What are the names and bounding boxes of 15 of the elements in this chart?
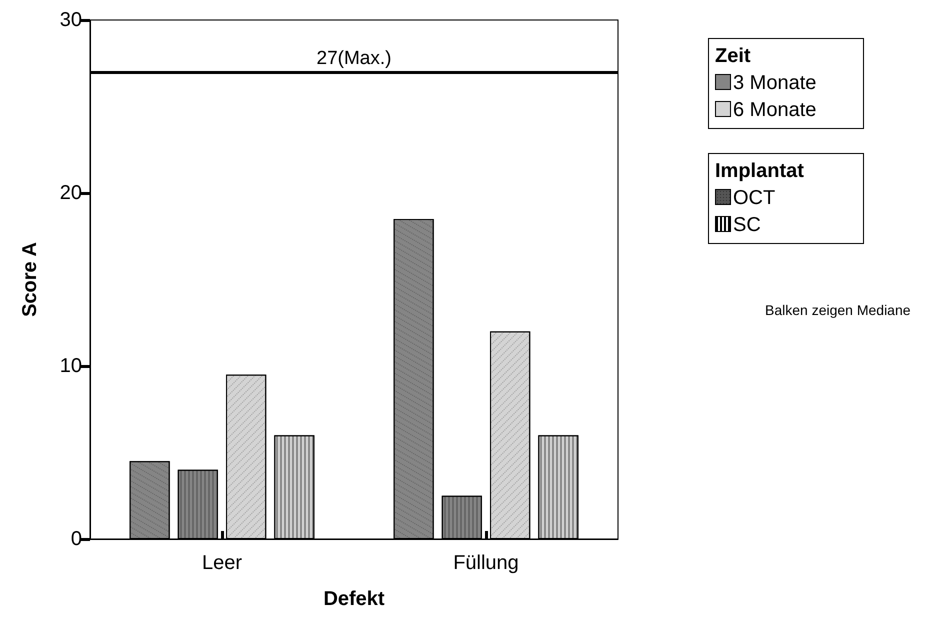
text: 3 Monate [732,71,818,96]
text: Zeit [715,44,752,69]
y-tick-label: 30 [60,9,82,31]
ref-line-label: 27(Max.) [316,48,392,69]
y-tick-label: 10 [60,355,82,377]
x-tick-label: Leer [202,552,242,574]
y-axis-title: Score A [19,242,41,317]
text: SC [732,213,762,238]
y-tick-label: 20 [60,182,82,204]
text: Implantat [715,159,805,184]
text: 6 Monate [732,98,818,123]
text: Balken zeigen Mediane [765,302,911,318]
text: OCT [732,186,776,211]
x-tick-label: Füllung [453,552,519,574]
x-axis-title: Defekt [323,588,385,610]
